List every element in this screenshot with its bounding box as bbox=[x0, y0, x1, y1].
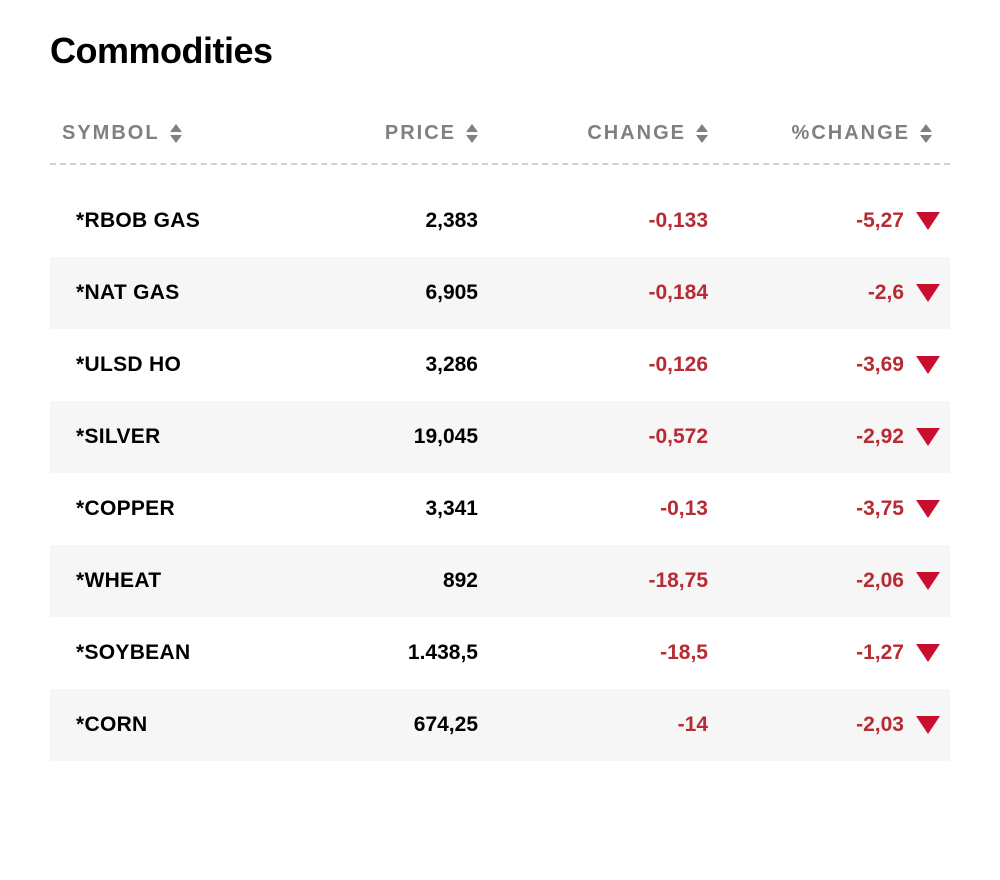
header-price-label: PRICE bbox=[385, 122, 456, 145]
cell-price: 6,905 bbox=[298, 281, 478, 305]
pct-value: -2,92 bbox=[856, 425, 904, 449]
cell-change: -0,13 bbox=[478, 497, 708, 521]
pct-value: -2,03 bbox=[856, 713, 904, 737]
cell-pct-change: -2,06 bbox=[708, 569, 942, 593]
cell-pct-change: -3,75 bbox=[708, 497, 942, 521]
cell-symbol: *COPPER bbox=[58, 497, 298, 521]
cell-symbol: *CORN bbox=[58, 713, 298, 737]
cell-change: -14 bbox=[478, 713, 708, 737]
header-symbol[interactable]: SYMBOL bbox=[58, 122, 298, 145]
table-row[interactable]: *SILVER19,045-0,572 -2,92 bbox=[50, 401, 950, 473]
pct-value: -2,06 bbox=[856, 569, 904, 593]
cell-pct-change: -2,92 bbox=[708, 425, 942, 449]
table-row[interactable]: *RBOB GAS2,383-0,133 -5,27 bbox=[50, 185, 950, 257]
cell-change: -0,572 bbox=[478, 425, 708, 449]
sort-icon bbox=[696, 124, 708, 143]
trend-down-icon bbox=[916, 572, 940, 590]
commodities-table: SYMBOL PRICE CHANGE %CHANGE *RBOB GAS2,3… bbox=[50, 122, 950, 761]
cell-change: -18,75 bbox=[478, 569, 708, 593]
trend-down-icon bbox=[916, 644, 940, 662]
cell-price: 19,045 bbox=[298, 425, 478, 449]
table-row[interactable]: *CORN674,25-14 -2,03 bbox=[50, 689, 950, 761]
header-change[interactable]: CHANGE bbox=[478, 122, 708, 145]
cell-pct-change: -5,27 bbox=[708, 209, 942, 233]
cell-pct-change: -2,03 bbox=[708, 713, 942, 737]
pct-value: -2,6 bbox=[868, 281, 904, 305]
table-row[interactable]: *COPPER3,341-0,13 -3,75 bbox=[50, 473, 950, 545]
pct-value: -5,27 bbox=[856, 209, 904, 233]
cell-pct-change: -2,6 bbox=[708, 281, 942, 305]
cell-pct-change: -3,69 bbox=[708, 353, 942, 377]
trend-down-icon bbox=[916, 284, 940, 302]
cell-change: -18,5 bbox=[478, 641, 708, 665]
cell-price: 3,286 bbox=[298, 353, 478, 377]
table-header-row: SYMBOL PRICE CHANGE %CHANGE bbox=[50, 122, 950, 165]
cell-price: 1.438,5 bbox=[298, 641, 478, 665]
sort-icon bbox=[170, 124, 182, 143]
header-pct-change[interactable]: %CHANGE bbox=[708, 122, 942, 145]
cell-change: -0,133 bbox=[478, 209, 708, 233]
cell-price: 2,383 bbox=[298, 209, 478, 233]
cell-price: 3,341 bbox=[298, 497, 478, 521]
cell-symbol: *NAT GAS bbox=[58, 281, 298, 305]
header-price[interactable]: PRICE bbox=[298, 122, 478, 145]
header-pct-change-label: %CHANGE bbox=[792, 122, 910, 145]
table-row[interactable]: *WHEAT892-18,75 -2,06 bbox=[50, 545, 950, 617]
trend-down-icon bbox=[916, 716, 940, 734]
cell-symbol: *SILVER bbox=[58, 425, 298, 449]
pct-value: -3,75 bbox=[856, 497, 904, 521]
trend-down-icon bbox=[916, 356, 940, 374]
sort-icon bbox=[466, 124, 478, 143]
table-row[interactable]: *NAT GAS6,905-0,184 -2,6 bbox=[50, 257, 950, 329]
pct-value: -1,27 bbox=[856, 641, 904, 665]
cell-symbol: *RBOB GAS bbox=[58, 209, 298, 233]
trend-down-icon bbox=[916, 428, 940, 446]
cell-price: 674,25 bbox=[298, 713, 478, 737]
cell-price: 892 bbox=[298, 569, 478, 593]
trend-down-icon bbox=[916, 500, 940, 518]
trend-down-icon bbox=[916, 212, 940, 230]
cell-change: -0,184 bbox=[478, 281, 708, 305]
cell-symbol: *WHEAT bbox=[58, 569, 298, 593]
cell-symbol: *ULSD HO bbox=[58, 353, 298, 377]
header-change-label: CHANGE bbox=[587, 122, 686, 145]
sort-icon bbox=[920, 124, 932, 143]
table-row[interactable]: *SOYBEAN1.438,5-18,5 -1,27 bbox=[50, 617, 950, 689]
cell-pct-change: -1,27 bbox=[708, 641, 942, 665]
header-symbol-label: SYMBOL bbox=[62, 122, 160, 145]
cell-symbol: *SOYBEAN bbox=[58, 641, 298, 665]
cell-change: -0,126 bbox=[478, 353, 708, 377]
pct-value: -3,69 bbox=[856, 353, 904, 377]
page-title: Commodities bbox=[50, 30, 950, 72]
table-row[interactable]: *ULSD HO3,286-0,126 -3,69 bbox=[50, 329, 950, 401]
